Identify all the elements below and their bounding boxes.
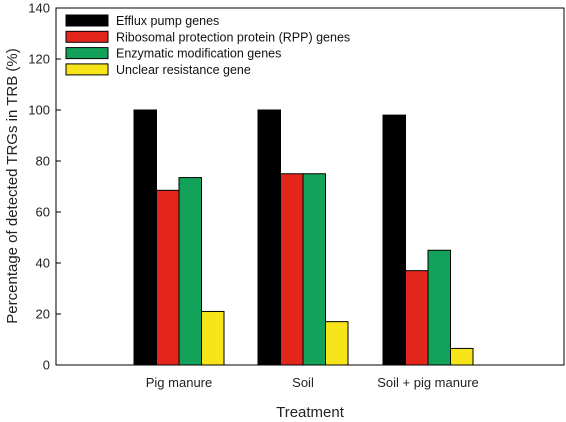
x-tick-label: Pig manure (146, 375, 212, 390)
legend-swatch (65, 47, 109, 60)
x-axis-title: Treatment (276, 404, 345, 421)
bar (325, 321, 349, 366)
bar (302, 173, 326, 366)
legend-label: Ribosomal protection protein (RPP) genes (116, 30, 350, 44)
y-axis-title: Percentage of detected TRGs in TRB (%) (4, 48, 21, 323)
y-tick-label: 20 (36, 307, 50, 322)
legend-swatch (65, 63, 109, 76)
bars-layer (133, 109, 474, 366)
legend: Efflux pump genes Ribosomal protection pr… (65, 14, 350, 77)
x-tick-label: Soil (292, 375, 314, 390)
y-tick-label: 0 (43, 358, 50, 373)
bar (280, 173, 304, 366)
x-tick-label: Soil + pig manure (377, 375, 479, 390)
bar (156, 189, 180, 366)
y-tick-label: 60 (36, 205, 50, 220)
bar (257, 109, 281, 366)
legend-label: Efflux pump genes (116, 14, 219, 28)
y-tick-label: 140 (28, 1, 50, 16)
bar (450, 347, 474, 366)
x-axis: Pig manure Soil Soil + pig manure (146, 360, 479, 390)
bar (427, 249, 451, 366)
y-axis: 0 20 40 60 80 100 120 140 (28, 1, 61, 373)
bar (178, 177, 202, 366)
legend-swatch (65, 30, 109, 43)
legend-label: Enzymatic modification genes (116, 47, 281, 61)
y-tick-label: 80 (36, 154, 50, 169)
y-tick-label: 40 (36, 256, 50, 271)
bar (405, 270, 429, 366)
y-tick-label: 120 (28, 52, 50, 67)
legend-swatch (65, 14, 109, 27)
bar (382, 114, 406, 366)
y-tick-label: 100 (28, 103, 50, 118)
bar (201, 310, 225, 366)
bar (133, 109, 157, 366)
legend-label: Unclear resistance gene (116, 63, 251, 77)
